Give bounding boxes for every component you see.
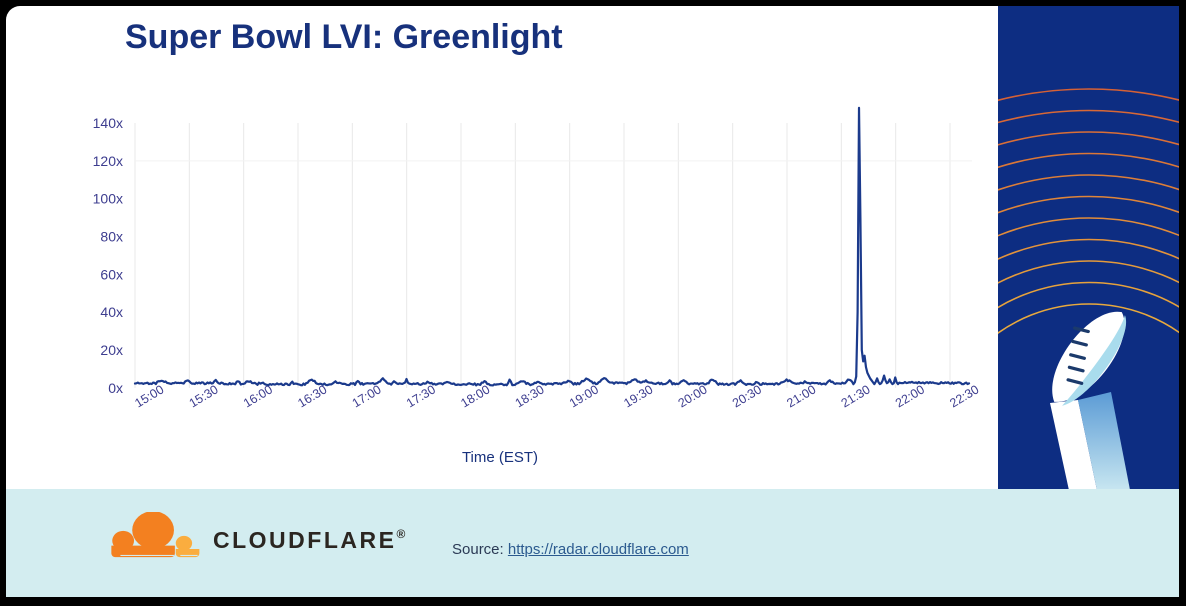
svg-text:15:00: 15:00 xyxy=(132,382,166,410)
svg-text:21:00: 21:00 xyxy=(784,382,818,410)
svg-text:100x: 100x xyxy=(93,191,123,207)
svg-text:21:30: 21:30 xyxy=(839,382,873,410)
svg-text:20:00: 20:00 xyxy=(676,382,710,410)
svg-text:40x: 40x xyxy=(100,304,123,320)
svg-text:22:30: 22:30 xyxy=(947,382,981,410)
svg-text:80x: 80x xyxy=(100,229,123,245)
svg-text:17:30: 17:30 xyxy=(404,382,438,410)
svg-text:19:00: 19:00 xyxy=(567,382,601,410)
svg-text:18:00: 18:00 xyxy=(458,382,492,410)
svg-text:140x: 140x xyxy=(93,115,123,131)
svg-text:17:00: 17:00 xyxy=(350,382,384,410)
svg-text:19:30: 19:30 xyxy=(621,382,655,410)
svg-text:16:30: 16:30 xyxy=(295,382,329,410)
svg-text:16:00: 16:00 xyxy=(241,382,275,410)
svg-text:18:30: 18:30 xyxy=(513,382,547,410)
svg-text:0x: 0x xyxy=(108,380,123,396)
svg-text:15:30: 15:30 xyxy=(187,382,221,410)
svg-text:20:30: 20:30 xyxy=(730,382,764,410)
svg-text:22:00: 22:00 xyxy=(893,382,927,410)
svg-text:120x: 120x xyxy=(93,153,123,169)
svg-text:20x: 20x xyxy=(100,342,123,358)
svg-text:60x: 60x xyxy=(100,266,123,282)
